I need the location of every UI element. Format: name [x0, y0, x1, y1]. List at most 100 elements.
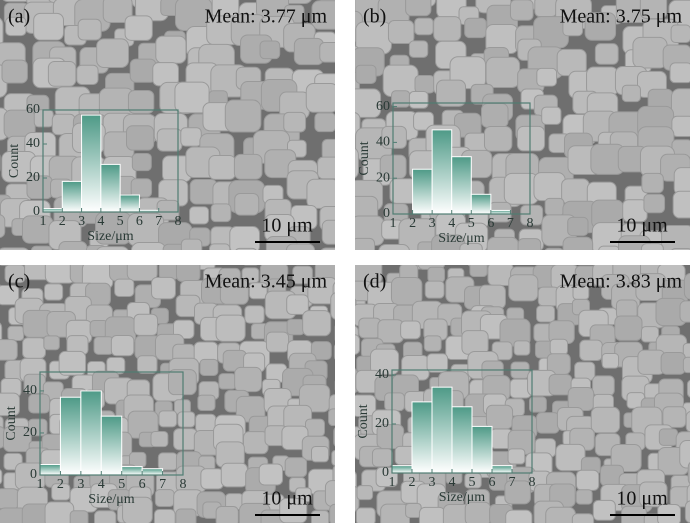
x-tick-label: 6	[489, 475, 496, 490]
grain	[549, 338, 568, 356]
grain	[672, 190, 690, 219]
grain	[574, 361, 596, 381]
grain	[110, 335, 135, 357]
grain	[307, 277, 335, 305]
grain	[423, 335, 442, 352]
grain	[102, 0, 133, 23]
histogram-bar	[451, 406, 473, 474]
grain	[536, 67, 558, 87]
grain	[311, 446, 330, 463]
grain	[200, 468, 224, 490]
grain	[0, 214, 6, 239]
grain	[329, 503, 335, 523]
grain	[286, 318, 305, 336]
grain	[536, 305, 556, 323]
y-tick-label: 20	[376, 170, 390, 185]
grain	[177, 411, 196, 428]
x-tick-label: 2	[409, 216, 416, 231]
x-tick-label: 1	[389, 475, 396, 490]
grain	[464, 501, 492, 523]
grain	[333, 344, 335, 360]
grain	[507, 448, 526, 465]
grain	[590, 406, 621, 434]
grain	[639, 0, 668, 19]
grain	[242, 431, 269, 455]
x-tick-label: 5	[117, 214, 124, 229]
inset-frame	[391, 369, 533, 474]
grain	[405, 502, 422, 518]
grain	[418, 506, 446, 523]
grain	[7, 325, 25, 341]
grain	[136, 355, 158, 374]
grain	[302, 310, 332, 337]
grain	[562, 236, 594, 250]
grain	[310, 510, 330, 523]
grain	[679, 440, 690, 469]
grain	[413, 111, 435, 131]
grain	[478, 284, 506, 310]
grain	[584, 12, 617, 41]
histogram-bar	[59, 396, 82, 476]
grain	[682, 356, 690, 374]
x-tick-label: 6	[139, 477, 146, 492]
grain	[436, 79, 467, 107]
x-tick-label: 6	[487, 216, 494, 231]
grain	[96, 246, 129, 250]
grain	[513, 340, 531, 356]
grain	[173, 428, 198, 451]
grain	[592, 375, 615, 396]
x-tick-label: 1	[37, 477, 44, 492]
grain	[545, 506, 576, 523]
grain	[618, 235, 651, 250]
grain	[1, 59, 28, 84]
grain	[516, 125, 546, 152]
grain	[594, 43, 619, 65]
mean-size: Mean: 3.75 μm	[560, 6, 683, 28]
grain	[124, 15, 153, 41]
grain	[486, 236, 520, 250]
grain	[199, 358, 219, 376]
grain	[321, 219, 335, 245]
grain	[33, 12, 64, 41]
grain	[220, 462, 248, 488]
grain	[43, 335, 60, 351]
micrograph	[355, 0, 690, 250]
grain	[76, 64, 99, 85]
grain	[639, 481, 668, 508]
grain	[483, 126, 513, 152]
grain	[391, 90, 411, 108]
grain	[400, 320, 421, 340]
panel-label: (c)	[8, 271, 30, 293]
grain	[658, 428, 679, 446]
grain	[355, 88, 382, 118]
grain	[305, 83, 335, 113]
grain	[384, 392, 405, 412]
x-tick-label: 3	[429, 216, 436, 231]
grain	[683, 272, 690, 300]
x-tick-label: 1	[40, 214, 47, 229]
grain	[592, 499, 616, 521]
grain	[0, 285, 20, 306]
grain	[208, 154, 237, 180]
grain	[533, 172, 566, 202]
grain	[355, 237, 376, 250]
grain	[150, 430, 169, 448]
y-tick-label: 40	[26, 136, 40, 151]
grain	[0, 339, 18, 361]
inset-frame	[392, 102, 531, 215]
grain	[51, 113, 76, 136]
grain	[324, 480, 335, 507]
grain	[469, 265, 488, 278]
grain	[390, 277, 423, 306]
grain	[427, 266, 446, 283]
grain	[528, 396, 547, 413]
grain	[643, 193, 666, 214]
histogram-bar	[121, 466, 143, 476]
grain	[575, 489, 593, 505]
histogram-bar	[411, 401, 433, 474]
grain	[310, 341, 332, 361]
x-tick-label: 8	[175, 214, 182, 229]
grain	[175, 265, 201, 282]
grain	[334, 380, 335, 391]
x-tick-label: 4	[98, 477, 105, 492]
